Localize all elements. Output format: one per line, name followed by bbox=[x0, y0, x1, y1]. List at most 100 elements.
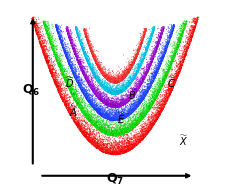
Point bbox=[91, 55, 95, 58]
Point bbox=[175, 41, 179, 44]
Point bbox=[72, 97, 75, 100]
Point bbox=[159, 31, 163, 34]
Point bbox=[71, 116, 75, 119]
Point bbox=[136, 141, 140, 144]
Point bbox=[144, 28, 147, 31]
Point bbox=[111, 101, 115, 105]
Point bbox=[127, 116, 131, 119]
Point bbox=[140, 62, 143, 65]
Point bbox=[76, 62, 80, 65]
Point bbox=[91, 50, 94, 53]
Point bbox=[114, 143, 117, 146]
Point bbox=[178, 64, 182, 67]
Point bbox=[36, 35, 40, 38]
Point bbox=[80, 91, 84, 94]
Point bbox=[63, 49, 66, 52]
Point bbox=[127, 83, 130, 86]
Point bbox=[104, 117, 108, 120]
Point bbox=[116, 80, 119, 83]
Point bbox=[51, 73, 54, 76]
Point bbox=[79, 130, 83, 133]
Point bbox=[142, 85, 146, 88]
Point bbox=[138, 120, 142, 123]
Point bbox=[123, 151, 126, 154]
Point bbox=[181, 27, 185, 30]
Point bbox=[155, 45, 159, 48]
Point bbox=[114, 106, 118, 109]
Point bbox=[134, 99, 137, 102]
Point bbox=[89, 83, 93, 86]
Point bbox=[91, 104, 94, 107]
Point bbox=[112, 153, 116, 156]
Point bbox=[58, 30, 61, 33]
Point bbox=[118, 91, 121, 94]
Point bbox=[108, 114, 111, 117]
Point bbox=[123, 75, 127, 78]
Point bbox=[169, 27, 173, 30]
Point bbox=[139, 80, 143, 83]
Point bbox=[161, 81, 165, 84]
Point bbox=[132, 144, 136, 147]
Point bbox=[147, 97, 151, 100]
Point bbox=[68, 110, 71, 113]
Point bbox=[31, 18, 35, 21]
Point bbox=[162, 54, 166, 57]
Point bbox=[160, 59, 163, 62]
Point bbox=[130, 147, 134, 150]
Point bbox=[104, 98, 107, 101]
Point bbox=[130, 79, 134, 82]
Point bbox=[142, 103, 146, 106]
Point bbox=[76, 79, 80, 82]
Point bbox=[95, 64, 99, 67]
Point bbox=[72, 53, 76, 56]
Point bbox=[144, 43, 148, 46]
Point bbox=[84, 78, 88, 81]
Point bbox=[90, 68, 94, 71]
Point bbox=[81, 86, 85, 89]
Point bbox=[79, 69, 83, 72]
Point bbox=[157, 65, 161, 68]
Point bbox=[131, 125, 134, 128]
Point bbox=[99, 127, 103, 130]
Point bbox=[87, 43, 90, 46]
Point bbox=[82, 103, 86, 106]
Point bbox=[165, 45, 169, 48]
Point bbox=[82, 83, 85, 86]
Point bbox=[131, 72, 135, 75]
Point bbox=[126, 78, 129, 81]
Point bbox=[118, 149, 122, 152]
Point bbox=[112, 153, 115, 156]
Point bbox=[141, 39, 144, 42]
Point bbox=[136, 102, 140, 105]
Point bbox=[51, 41, 54, 44]
Point bbox=[120, 87, 124, 90]
Point bbox=[114, 80, 117, 83]
Point bbox=[113, 90, 117, 93]
Point bbox=[77, 101, 81, 104]
Point bbox=[96, 66, 100, 69]
Point bbox=[75, 58, 79, 61]
Point bbox=[171, 25, 174, 28]
Point bbox=[127, 99, 131, 102]
Point bbox=[68, 29, 72, 33]
Point bbox=[104, 103, 108, 106]
Point bbox=[75, 78, 79, 81]
Point bbox=[83, 57, 87, 60]
Point bbox=[136, 69, 140, 72]
Point bbox=[67, 84, 71, 88]
Point bbox=[132, 134, 136, 137]
Point bbox=[176, 71, 180, 74]
Point bbox=[137, 64, 141, 67]
Point bbox=[72, 46, 76, 50]
Point bbox=[185, 39, 189, 42]
Point bbox=[56, 63, 60, 66]
Point bbox=[98, 84, 102, 87]
Point bbox=[123, 74, 127, 77]
Point bbox=[54, 80, 58, 83]
Point bbox=[153, 65, 156, 68]
Point bbox=[100, 71, 104, 74]
Point bbox=[82, 28, 86, 31]
Point bbox=[107, 88, 111, 91]
Point bbox=[110, 76, 114, 79]
Point bbox=[111, 84, 114, 87]
